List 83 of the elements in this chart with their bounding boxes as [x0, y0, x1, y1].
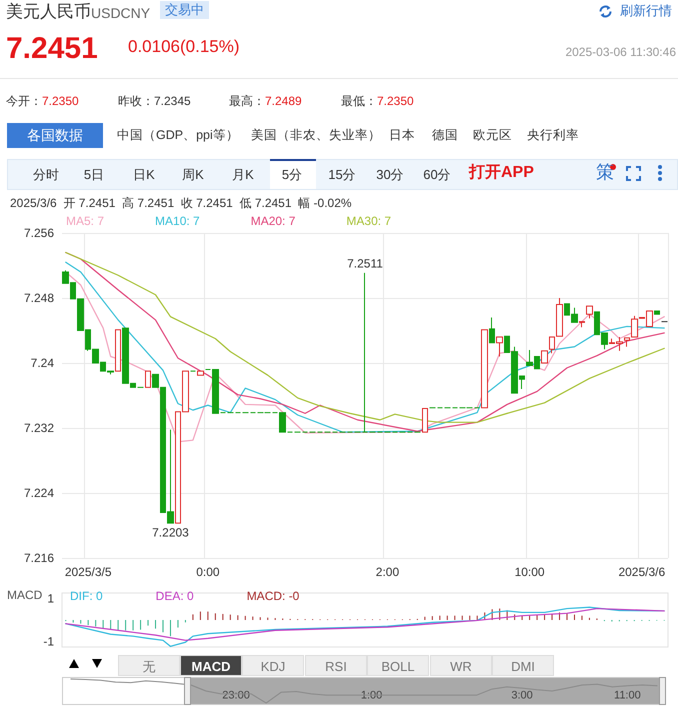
candlestick: [549, 336, 555, 354]
text: 欧元区: [473, 128, 512, 143]
text: 央行利率: [527, 128, 579, 143]
text: 策: [596, 162, 614, 184]
chart-title: 美元人民币: [6, 2, 91, 22]
candlestick: [541, 350, 548, 364]
text: 最低：: [341, 94, 377, 108]
x-tick-label: 0:00: [196, 565, 220, 579]
candlestick: [489, 317, 495, 344]
text: KDJ: [242, 655, 304, 676]
text: WR: [430, 655, 492, 676]
y-tick-label: 7.232: [24, 421, 54, 435]
candlestick: [481, 329, 488, 408]
text: 中国（GDP、ppi等）: [117, 128, 239, 143]
text: 无: [118, 655, 180, 676]
text: MA20: 7: [250, 214, 296, 228]
text: 日本: [389, 128, 415, 143]
series-label: MACD: -0: [246, 589, 300, 603]
line-series: [65, 608, 665, 641]
candlestick: [654, 310, 660, 315]
text: 2025-03-06 11:30:46: [565, 45, 676, 60]
text: MACD: [180, 655, 242, 676]
text: 昨收：: [118, 94, 154, 108]
text: 分时: [32, 167, 60, 183]
x-tick-label: 23:00: [222, 690, 250, 702]
candlestick: [145, 370, 151, 388]
text: 月K: [231, 167, 255, 183]
candlestick: [624, 337, 630, 348]
text: 0.0106(0.15%): [128, 37, 240, 58]
text: MA10: 7: [155, 214, 200, 228]
x-tick-label: 2025/3/5: [64, 565, 112, 579]
text: 7.2345: [154, 94, 191, 108]
x-tick-label: 11:00: [614, 690, 641, 702]
text: 各国数据: [7, 123, 103, 148]
y-tick-label: 1: [47, 591, 54, 606]
chart-title: MACD: [7, 588, 43, 602]
text: 2025/3/6 开 7.2451 高 7.2451 收 7.2451 低 7.2451 幅 -0.02%: [10, 196, 352, 210]
text: RSI: [305, 655, 367, 676]
text: 交易中: [160, 1, 209, 19]
text: 德国: [432, 128, 458, 143]
text: 今开：: [6, 94, 42, 108]
text: 7.2350: [42, 94, 79, 108]
candlestick: [586, 306, 593, 319]
text: 7.2489: [265, 94, 302, 108]
text: 打开APP: [469, 163, 534, 182]
candlestick: [496, 336, 503, 357]
candlestick: [362, 272, 368, 433]
text: MA30: 7: [346, 214, 392, 228]
chart-subtitle: USDCNY: [91, 5, 150, 22]
text: 日K: [132, 167, 156, 183]
y-tick-label: -1: [43, 634, 54, 649]
candlestick: [556, 298, 563, 337]
text: 最高：: [229, 94, 265, 108]
text: 7.2451: [6, 31, 98, 67]
annotation: 7.2511: [347, 256, 384, 270]
x-tick-label: 2025/3/6: [618, 565, 666, 579]
candlestick: [422, 408, 428, 433]
x-tick-label: 10:00: [514, 565, 545, 579]
text: 美国（非农、失业率）: [251, 128, 381, 143]
text: 30分: [375, 167, 405, 183]
text: 周K: [181, 167, 205, 183]
y-tick-label: 7.216: [24, 551, 54, 565]
y-tick-label: 7.224: [24, 486, 54, 500]
text: 60分: [422, 167, 452, 183]
text: 5日: [82, 167, 106, 183]
text: DEA: 0: [156, 589, 194, 603]
y-tick-label: 7.248: [24, 291, 54, 305]
y-tick-label: 7.24: [30, 356, 54, 370]
x-tick-label: 2:00: [376, 565, 400, 579]
text: 7.2350: [377, 94, 414, 108]
candlestick: [115, 329, 121, 372]
text: 15分: [327, 167, 357, 183]
x-tick-label: 3:00: [511, 690, 533, 702]
text: BOLL: [367, 655, 429, 676]
series-label: DIF: 0: [70, 589, 103, 603]
text: DMI: [492, 655, 554, 676]
text: 刷新行情: [620, 3, 672, 19]
annotation: 7.2203: [152, 526, 190, 540]
candlestick: [579, 321, 585, 328]
y-tick-label: 7.256: [24, 226, 54, 240]
candlestick: [197, 370, 204, 376]
text: MA5: 7: [66, 214, 104, 228]
text: 5分: [280, 167, 304, 183]
